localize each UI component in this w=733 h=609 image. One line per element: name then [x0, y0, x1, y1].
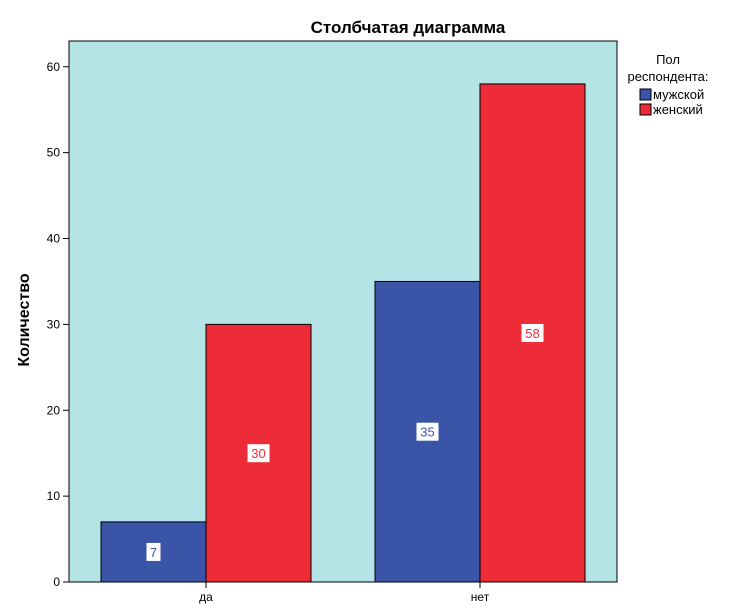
chart-title: Столбчатая диаграмма [311, 18, 506, 37]
y-tick-label: 0 [53, 575, 60, 589]
data-label: 7 [150, 545, 157, 560]
legend-swatch [639, 88, 652, 101]
y-tick-label: 30 [47, 317, 61, 331]
y-tick-label: 50 [47, 146, 61, 160]
legend-title-line2: респондента: [627, 69, 708, 84]
legend-swatch [639, 103, 652, 116]
data-label: 35 [420, 425, 434, 440]
data-label: 58 [525, 326, 539, 341]
data-label-box [416, 422, 439, 441]
data-label-box [146, 542, 161, 561]
y-tick-label: 10 [47, 489, 61, 503]
y-tick-label: 20 [47, 403, 61, 417]
y-axis-title: Количество [16, 273, 33, 366]
x-tick-label: да [199, 590, 213, 604]
legend-title-line1: Пол [656, 52, 680, 67]
y-tick-label: 40 [47, 232, 61, 246]
x-axis-ticks: да нет [199, 582, 490, 604]
legend-item-label: мужской [653, 87, 704, 102]
y-axis-ticks: 0 10 20 30 40 50 60 [47, 60, 69, 589]
data-label-box [521, 323, 544, 342]
y-tick-label: 60 [47, 60, 61, 74]
bars: 7 30 35 58 [100, 83, 586, 583]
data-label: 30 [251, 446, 265, 461]
x-tick-label: нет [471, 590, 490, 604]
data-label-box [247, 444, 270, 463]
legend-item-label: женский [653, 102, 703, 117]
